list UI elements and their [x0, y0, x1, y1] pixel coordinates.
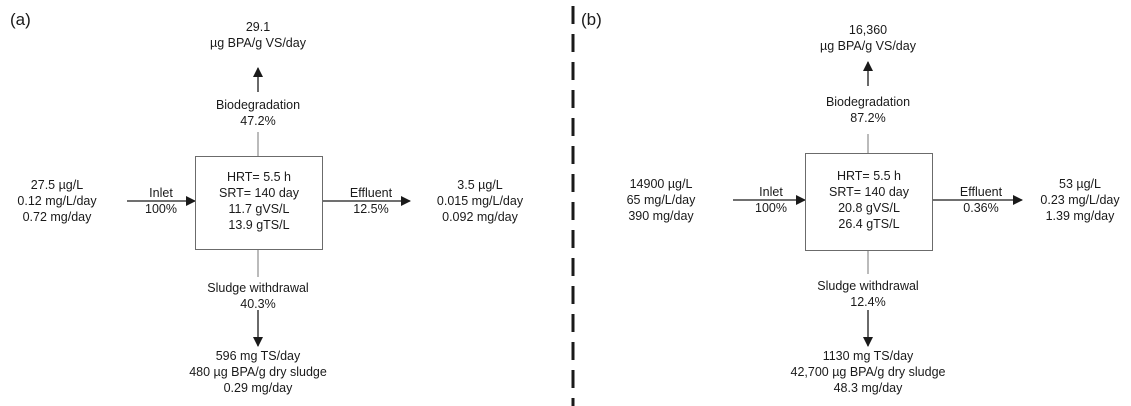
panel-b-biodegradation-label: Biodegradation 87.2%	[808, 94, 928, 126]
panel-b-biodegradation-value: 16,360	[848, 23, 888, 37]
panel-b-sludge-values: 1130 mg TS/day 42,700 µg BPA/g dry sludg…	[790, 349, 946, 395]
panel-b-inlet-label: Inlet 100%	[746, 184, 796, 216]
panel-a-biodegradation-rate: 29.1 µg BPA/g VS/day	[198, 19, 318, 51]
panel-b-effluent-percent: 0.36%	[963, 201, 999, 215]
panel-a-biodegradation-label: Biodegradation 47.2%	[198, 97, 318, 129]
panel-b-reactor-parameters: HRT= 5.5 h SRT= 140 day 20.8 gVS/L 26.4 …	[828, 169, 910, 231]
panel-b-biodegradation-percent: 87.2%	[850, 111, 886, 125]
panel-a-reactor-parameters: HRT= 5.5 h SRT= 140 day 11.7 gVS/L 13.9 …	[218, 170, 300, 232]
panel-a-inlet-values: 27.5 µg/L 0.12 mg/L/day 0.72 mg/day	[17, 178, 97, 224]
panel-a-effluent-label: Effluent 12.5%	[336, 185, 406, 217]
panel-a-reactor-box: HRT= 5.5 h SRT= 140 day 11.7 gVS/L 13.9 …	[195, 156, 323, 250]
panel-b-label: (b)	[581, 10, 602, 29]
panel-b-biodegradation-unit: µg BPA/g VS/day	[820, 39, 916, 53]
panel-b-inlet-values: 14900 µg/L 65 mg/L/day 390 mg/day	[626, 177, 696, 223]
panel-a-effluent-values: 3.5 µg/L 0.015 mg/L/day 0.092 mg/day	[436, 178, 524, 224]
panel-a-inlet-label: Inlet 100%	[136, 185, 186, 217]
panel-a-label: (a)	[10, 10, 31, 29]
panel-a-sludge-values: 596 mg TS/day 480 µg BPA/g dry sludge 0.…	[189, 349, 327, 395]
panel-a-inlet-percent: 100%	[145, 202, 177, 216]
panel-b-effluent-values: 53 µg/L 0.23 mg/L/day 1.39 mg/day	[1040, 177, 1120, 223]
panel-b-inlet-percent: 100%	[755, 201, 787, 215]
panel-b-reactor-box: HRT= 5.5 h SRT= 140 day 20.8 gVS/L 26.4 …	[805, 153, 933, 251]
panel-a-effluent-percent: 12.5%	[353, 202, 389, 216]
panel-b-effluent-label: Effluent 0.36%	[946, 184, 1016, 216]
panel-a-sludge-percent: 40.3%	[240, 297, 276, 311]
panel-a-biodegradation-value: 29.1	[245, 20, 271, 34]
panel-b-sludge-percent: 12.4%	[850, 295, 886, 309]
panel-b-biodegradation-rate: 16,360 µg BPA/g VS/day	[808, 22, 928, 54]
panel-a-sludge-label: Sludge withdrawal 40.3%	[193, 280, 323, 312]
panel-a-biodegradation-unit: µg BPA/g VS/day	[210, 36, 306, 50]
panel-a-biodegradation-percent: 47.2%	[240, 114, 276, 128]
panel-a-arrows	[127, 67, 411, 347]
panel-b-arrows	[733, 61, 1023, 347]
panel-b-sludge-label: Sludge withdrawal 12.4%	[803, 278, 933, 310]
